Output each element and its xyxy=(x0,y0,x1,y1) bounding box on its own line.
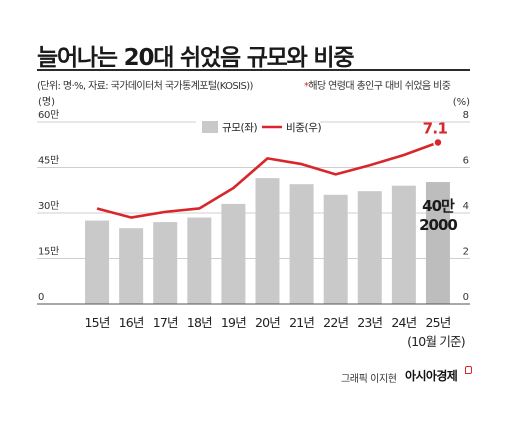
bar-20년 xyxy=(255,178,280,304)
bar-16년 xyxy=(119,228,144,304)
bar-17년 xyxy=(153,222,178,304)
ratio-last-value-label: 7.1 xyxy=(423,119,448,137)
bar-25년 xyxy=(425,182,450,304)
right-tick-label: 2 xyxy=(463,247,469,258)
ratio-footnote: *해당 연령대 총인구 대비 쉬었음 비중 xyxy=(304,77,451,92)
footnote-star: * xyxy=(304,81,309,92)
bar-23년 xyxy=(357,191,382,304)
x-tick-note: (10월 기준) xyxy=(407,334,465,349)
ratio-last-point xyxy=(433,137,443,148)
bar-last-value-label-line2: 2000 xyxy=(419,216,457,234)
legend-bar-swatch xyxy=(202,121,218,133)
x-tick-label: 16년 xyxy=(119,315,144,330)
bar-21년 xyxy=(289,184,314,304)
bar-19년 xyxy=(221,203,246,304)
bar-15년 xyxy=(85,220,110,304)
legend-bar-label: 규모(좌) xyxy=(222,122,257,134)
left-axis-unit: (명) xyxy=(38,96,55,108)
x-tick-label: 15년 xyxy=(85,315,110,330)
source-note: (단위: 명·%, 자료: 국가데이터처 국가통계포털(KOSIS)) xyxy=(37,81,253,92)
ratio-line xyxy=(96,141,439,219)
footnote-text: 해당 연령대 총인구 대비 쉬었음 비중 xyxy=(308,81,451,92)
bar-22년 xyxy=(323,194,348,304)
legend-box xyxy=(196,119,320,136)
publisher-logo: 아시아경제 xyxy=(405,369,458,383)
legend-line-label: 비중(우) xyxy=(286,122,321,134)
left-tick-label: 15만 xyxy=(38,246,59,258)
x-tick-label: 18년 xyxy=(187,315,212,330)
right-tick-label: 8 xyxy=(463,110,469,121)
x-tick-label: 17년 xyxy=(153,315,178,330)
right-axis-unit: (%) xyxy=(453,97,470,108)
bar-24년 xyxy=(391,185,416,304)
left-tick-label: 0 xyxy=(38,292,44,303)
x-tick-label: 24년 xyxy=(391,315,416,330)
right-tick-label: 6 xyxy=(463,156,469,167)
x-tick-label: 22년 xyxy=(323,315,348,330)
right-tick-label: 4 xyxy=(463,201,469,212)
publisher-logo-mark-icon xyxy=(465,366,472,374)
right-tick-label: 0 xyxy=(463,292,469,303)
left-tick-label: 45만 xyxy=(38,155,59,167)
x-tick-label: 23년 xyxy=(357,315,382,330)
x-tick-label: 25년 xyxy=(425,315,450,330)
bar-18년 xyxy=(187,217,212,304)
x-tick-label: 21년 xyxy=(289,315,314,330)
x-tick-label: 20년 xyxy=(255,315,280,330)
chart-title: 늘어나는 20대 쉬었음 규모와 비중 xyxy=(37,45,355,71)
x-tick-label: 19년 xyxy=(221,315,246,330)
title-divider xyxy=(37,69,470,71)
left-tick-label: 60만 xyxy=(38,109,59,121)
graphic-credit: 그래픽 이지현 xyxy=(341,374,397,385)
left-tick-label: 30만 xyxy=(38,200,59,212)
bar-last-value-label-line1: 40만 xyxy=(422,197,455,215)
